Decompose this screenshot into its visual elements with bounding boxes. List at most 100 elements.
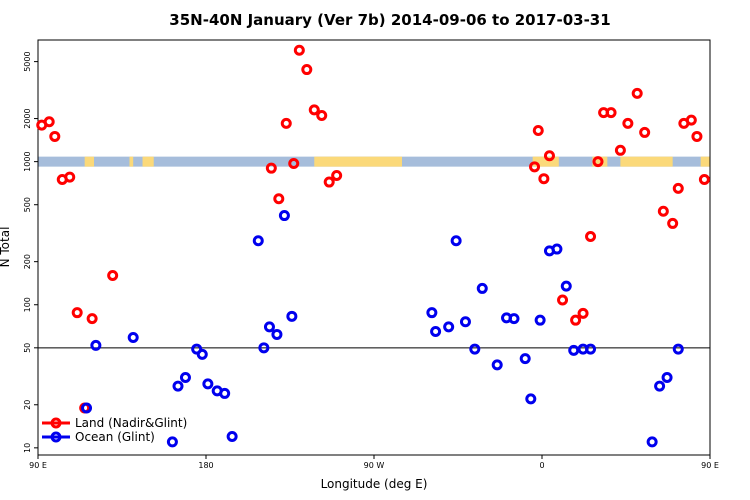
land-point bbox=[71, 307, 83, 319]
x-tick-label: 90 E bbox=[29, 461, 47, 470]
ocean-point bbox=[551, 243, 563, 255]
land-strip-segment bbox=[84, 156, 94, 167]
y-axis-label: N Total bbox=[0, 227, 12, 268]
ocean-point bbox=[263, 321, 275, 333]
land-point bbox=[585, 230, 597, 242]
land-point bbox=[672, 182, 684, 194]
ocean-point bbox=[508, 313, 520, 325]
x-tick-label: 90 E bbox=[701, 461, 719, 470]
ocean-point bbox=[191, 343, 203, 355]
land-ocean-strip bbox=[38, 156, 710, 167]
ocean-point bbox=[560, 280, 572, 292]
ocean-point bbox=[459, 316, 471, 328]
land-point bbox=[301, 64, 313, 76]
land-point bbox=[293, 44, 305, 56]
land-point bbox=[64, 171, 76, 183]
land-point bbox=[698, 174, 710, 186]
plot-frame bbox=[37, 39, 711, 456]
ocean-point bbox=[654, 380, 666, 392]
ocean-point bbox=[450, 235, 462, 247]
x-axis-label: Longitude (deg E) bbox=[321, 477, 428, 491]
land-point bbox=[667, 217, 679, 229]
y-tick-label: 1000 bbox=[23, 151, 32, 171]
y-tick-label: 500 bbox=[23, 197, 32, 212]
land-point bbox=[631, 87, 643, 99]
land-point bbox=[622, 117, 634, 129]
ocean-point bbox=[166, 436, 178, 448]
y-tick-label: 5000 bbox=[23, 51, 32, 71]
ocean-point bbox=[172, 380, 184, 392]
ocean-point bbox=[661, 372, 673, 384]
y-tick-label: 10 bbox=[23, 443, 32, 453]
land-point bbox=[265, 162, 277, 174]
land-strip-segment bbox=[314, 156, 402, 167]
ocean-point bbox=[90, 339, 102, 351]
ocean-point bbox=[127, 332, 139, 344]
land-strip-segment bbox=[700, 156, 710, 167]
x-tick-label: 0 bbox=[539, 461, 544, 470]
land-point bbox=[323, 176, 335, 188]
ocean-point bbox=[672, 343, 684, 355]
ocean-point bbox=[534, 314, 546, 326]
ocean-point bbox=[646, 436, 658, 448]
ocean-point bbox=[258, 342, 270, 354]
ocean-point bbox=[179, 372, 191, 384]
ocean-point bbox=[519, 353, 531, 365]
ocean-point bbox=[219, 387, 231, 399]
land-point bbox=[685, 114, 697, 126]
land-point bbox=[657, 205, 669, 217]
land-strip-segment bbox=[592, 156, 608, 167]
land-point bbox=[86, 313, 98, 325]
ocean-point bbox=[81, 402, 93, 414]
land-point bbox=[557, 294, 569, 306]
land-point bbox=[577, 307, 589, 319]
land-point bbox=[570, 314, 582, 326]
land-point bbox=[49, 130, 61, 142]
ocean-point bbox=[426, 307, 438, 319]
land-point bbox=[308, 104, 320, 116]
ocean-point bbox=[286, 310, 298, 322]
ocean-point bbox=[469, 343, 481, 355]
land-strip-segment bbox=[142, 156, 154, 167]
legend-land-label: Land (Nadir&Glint) bbox=[75, 416, 187, 430]
y-tick-label: 50 bbox=[23, 343, 32, 353]
x-tick-label: 90 W bbox=[364, 461, 385, 470]
y-axis: 10 20 50 100 200 500 1000 2000 5000 bbox=[23, 51, 38, 453]
land-point bbox=[592, 156, 604, 168]
ocean-point bbox=[568, 344, 580, 356]
y-tick-label: 20 bbox=[23, 400, 32, 410]
ocean-point bbox=[476, 282, 488, 294]
x-tick-label: 180 bbox=[198, 461, 213, 470]
land-strip-segment bbox=[532, 156, 559, 167]
ocean-point bbox=[226, 431, 238, 443]
legend-land-marker bbox=[50, 417, 62, 429]
land-point bbox=[273, 193, 285, 205]
x-axis: 90 E 180 90 W 0 90 E bbox=[29, 455, 719, 470]
land-strip-segment bbox=[129, 156, 134, 167]
land-point bbox=[691, 130, 703, 142]
land-point bbox=[543, 150, 555, 162]
land-strip-segment bbox=[620, 156, 673, 167]
legend-ocean-label: Ocean (Glint) bbox=[75, 430, 155, 444]
legend: Land (Nadir&Glint) Ocean (Glint) bbox=[42, 416, 187, 444]
ocean-point bbox=[585, 343, 597, 355]
ocean-point bbox=[430, 326, 442, 338]
ocean-point bbox=[196, 348, 208, 360]
ocean-point bbox=[491, 359, 503, 371]
ocean-point bbox=[278, 210, 290, 222]
ocean-point bbox=[443, 321, 455, 333]
legend-ocean-marker bbox=[50, 431, 62, 443]
y-tick-label: 2000 bbox=[23, 108, 32, 128]
land-point bbox=[288, 158, 300, 170]
land-point bbox=[43, 116, 55, 128]
land-point bbox=[316, 110, 328, 122]
chart-title: 35N-40N January (Ver 7b) 2014-09-06 to 2… bbox=[169, 11, 610, 29]
ocean-point bbox=[202, 378, 214, 390]
ocean-point bbox=[525, 393, 537, 405]
y-tick-label: 100 bbox=[23, 297, 32, 312]
land-point bbox=[331, 170, 343, 182]
land-point bbox=[605, 107, 617, 119]
land-point bbox=[639, 126, 651, 138]
ocean-point bbox=[252, 235, 264, 247]
